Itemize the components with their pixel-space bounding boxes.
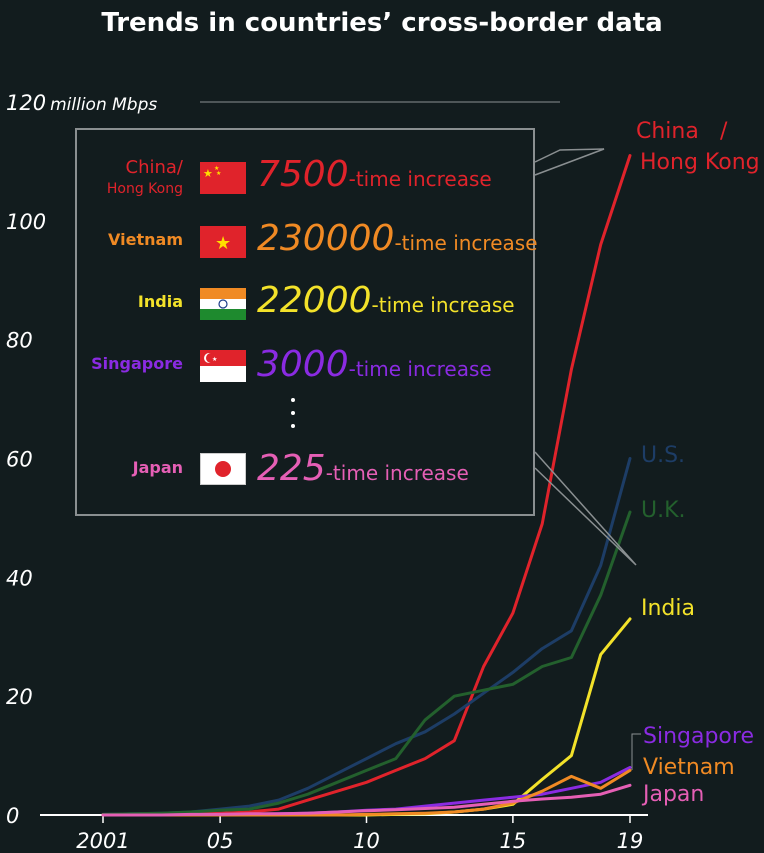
end-label-china-slash: / (720, 119, 728, 144)
end-label-japan: Japan (641, 782, 704, 807)
svg-text:★: ★ (203, 167, 213, 180)
svg-text:★: ★ (215, 233, 231, 254)
ellipsis-dots (291, 398, 297, 437)
end-label-hongkong: Hong Kong (640, 150, 760, 175)
infobox-country-india: India (137, 292, 183, 311)
leader-line-uk (534, 451, 637, 566)
infobox-increase-china: 7500-time increase (257, 154, 492, 195)
x-tick-label: 10 (353, 829, 380, 853)
infobox-country-vietnam: Vietnam (108, 230, 183, 249)
vietnam-flag: ★ (200, 226, 246, 258)
infobox-row-japan: Japan 225-time increase (77, 448, 533, 498)
x-tick-label: 2001 (76, 829, 129, 853)
y-unit-label: million Mbps (50, 95, 157, 115)
leader-bracket-singapore (631, 733, 641, 770)
increase-infobox: China/ Hong Kong ★ ★ ★ 7500-time increas… (75, 128, 538, 516)
y-tick-label: 100 (6, 210, 46, 234)
infobox-row-vietnam: Vietnam ★ 230000-time increase (77, 218, 537, 268)
singapore-flag: ★ (200, 350, 246, 382)
infobox-country-china: China/ Hong Kong (106, 157, 183, 198)
leader-line-china (534, 148, 605, 176)
infobox-increase-japan: 225-time increase (257, 448, 469, 489)
infobox-row-india: India 22000-time increase (77, 280, 533, 330)
infobox-increase-singapore: 3000-time increase (257, 344, 492, 385)
series-line-singapore (101, 766, 632, 817)
infobox-row-china: China/ Hong Kong ★ ★ ★ 7500-time increas… (77, 154, 533, 204)
end-label-india: India (641, 596, 695, 621)
infobox-increase-india: 22000-time increase (257, 280, 515, 321)
series-line-japan (101, 783, 632, 817)
y-tick-label: 0 (6, 804, 19, 828)
end-label-singapore: Singapore (643, 724, 754, 749)
china-flag: ★ ★ ★ (200, 162, 246, 194)
x-tick-label: 19 (617, 829, 644, 853)
y-tick-label: 40 (6, 566, 33, 590)
svg-text:★: ★ (212, 356, 217, 363)
y-tick-label: 60 (6, 448, 33, 472)
end-label-vietnam: Vietnam (643, 755, 735, 780)
end-label-us: U.S. (641, 443, 685, 468)
chart-title: Trends in countries’ cross-border data (101, 8, 663, 38)
india-flag (200, 288, 246, 320)
end-label-uk: U.K. (641, 498, 686, 523)
y-tick-label-120: 120 million Mbps (6, 91, 157, 115)
x-tick-label: 15 (500, 829, 527, 853)
infobox-increase-vietnam: 230000-time increase (257, 218, 538, 259)
y-tick-label: 20 (6, 685, 33, 709)
y-tick-label: 80 (6, 329, 33, 353)
svg-text:★: ★ (216, 170, 221, 177)
end-label-china: China (636, 119, 699, 144)
infobox-country-singapore: Singapore (91, 354, 183, 373)
infobox-row-singapore: Singapore ★ 3000-time increase (77, 344, 533, 394)
series-line-uk (101, 510, 632, 816)
infobox-country-japan: Japan (132, 458, 183, 477)
svg-text:★: ★ (214, 165, 219, 172)
x-tick-label: 05 (207, 829, 234, 853)
japan-flag (200, 453, 246, 485)
